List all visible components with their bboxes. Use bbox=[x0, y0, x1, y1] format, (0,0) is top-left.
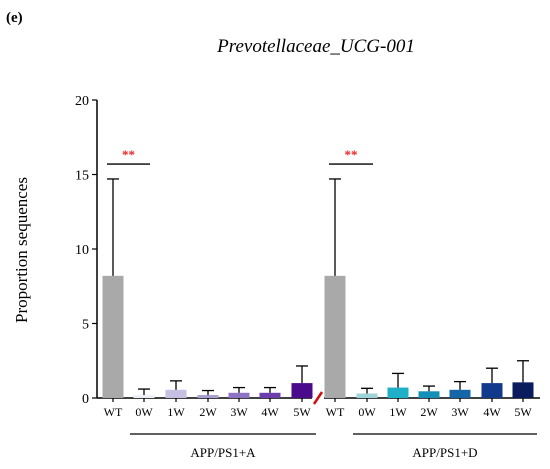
x-tick-label: WT bbox=[104, 405, 123, 419]
y-tick-label: 5 bbox=[82, 318, 89, 333]
bars bbox=[102, 275, 534, 398]
bar bbox=[197, 395, 219, 398]
y-tick-label: 20 bbox=[75, 94, 89, 109]
bar bbox=[387, 387, 409, 398]
group-label: APP/PS1+D bbox=[412, 445, 477, 460]
y-tick-label: 10 bbox=[75, 243, 89, 258]
significance-label: ** bbox=[345, 147, 358, 162]
axis-break-mark bbox=[312, 391, 324, 405]
y-tick-label: 15 bbox=[75, 169, 89, 184]
bar bbox=[259, 392, 281, 398]
x-tick-label: 0W bbox=[358, 405, 376, 419]
error-bars bbox=[107, 178, 529, 396]
panel-label: (e) bbox=[6, 10, 23, 26]
bar bbox=[324, 275, 346, 398]
significance-label: ** bbox=[122, 147, 135, 162]
x-tick-labels: WT 0W 1W 2W 3W 4W 5W WT 0W 1W 2W 3W 4W 5W bbox=[104, 398, 532, 419]
x-tick-label: 4W bbox=[261, 405, 279, 419]
x-tick-label: 3W bbox=[451, 405, 469, 419]
x-tick-label: 1W bbox=[167, 405, 185, 419]
bar bbox=[356, 393, 378, 398]
x-tick-label: 3W bbox=[230, 405, 248, 419]
x-tick-label: 5W bbox=[514, 405, 532, 419]
x-tick-label: 0W bbox=[135, 405, 153, 419]
bar bbox=[228, 392, 250, 398]
bar bbox=[291, 383, 313, 398]
bar bbox=[449, 389, 471, 398]
x-tick-label: 2W bbox=[199, 405, 217, 419]
group-brackets: APP/PS1+A APP/PS1+D bbox=[130, 433, 537, 460]
x-tick-label: WT bbox=[326, 405, 345, 419]
bar bbox=[165, 389, 187, 398]
bar bbox=[102, 275, 124, 398]
chart-title: Prevotellaceae_UCG-001 bbox=[216, 36, 415, 57]
y-axis-label: Proportion sequences bbox=[12, 177, 31, 323]
x-tick-label: 1W bbox=[389, 405, 407, 419]
y-tick-label: 0 bbox=[82, 392, 89, 407]
bar bbox=[418, 391, 440, 398]
group-label: APP/PS1+A bbox=[190, 445, 256, 460]
axes: 0 5 10 15 20 bbox=[75, 94, 540, 407]
bar bbox=[481, 383, 503, 398]
bar bbox=[133, 395, 155, 398]
significance-markers: ** ** bbox=[107, 147, 373, 165]
bar bbox=[512, 382, 534, 398]
x-tick-label: 4W bbox=[483, 405, 501, 419]
x-tick-label: 5W bbox=[293, 405, 311, 419]
x-tick-label: 2W bbox=[420, 405, 438, 419]
